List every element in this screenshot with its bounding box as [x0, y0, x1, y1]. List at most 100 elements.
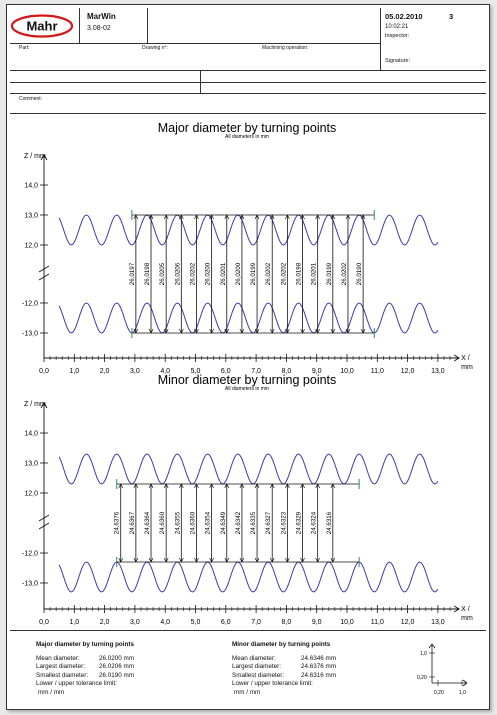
- minor-measure-arrow: [285, 483, 290, 489]
- minor-y-tick-label: 13,0: [24, 461, 38, 468]
- major-measure-arrow: [133, 214, 139, 220]
- major-measure-arrow: [315, 214, 320, 220]
- minor-measure-arrow: [224, 557, 230, 563]
- divider: [10, 82, 486, 83]
- minor-x-tick-label: 12,0: [401, 619, 415, 626]
- major-measure-arrow: [269, 328, 275, 334]
- minor-measure-arrow: [239, 483, 245, 489]
- major-diameter-value: 26,0201: [311, 262, 318, 285]
- minor-measure-arrow: [163, 557, 169, 563]
- divider: [10, 43, 380, 44]
- minor-measure-arrow: [194, 557, 199, 563]
- major-diameter-value: 26,0202: [341, 262, 348, 285]
- minor-measure-arrow: [133, 557, 139, 563]
- app-version: 3.08-02: [87, 25, 111, 32]
- minor-diameter-value: 24,6329: [296, 511, 303, 534]
- part-label: Part:: [19, 45, 30, 51]
- major-diameter-value: 26,0202: [189, 262, 196, 285]
- major-measure-arrow: [148, 328, 154, 334]
- minor-y-axis-label: Z / mm: [24, 401, 46, 408]
- minor-measure-arrow: [148, 557, 154, 563]
- major-x-axis-label-unit: mm: [461, 364, 473, 371]
- major-diameter-value: 26,0198: [144, 262, 151, 285]
- minor-tolerance-label: Lower / upper tolerance limit:: [232, 680, 313, 687]
- major-x-axis-arrow: [453, 354, 460, 362]
- divider: [147, 8, 148, 43]
- major-mean-label: Mean diameter:: [36, 655, 80, 662]
- minor-diameter-value: 24,6342: [235, 511, 242, 534]
- divider: [79, 8, 80, 43]
- major-measure-arrow: [194, 214, 199, 220]
- major-x-tick-label: 10,0: [340, 368, 354, 375]
- minor-diameter-value: 24,6327: [265, 511, 272, 534]
- major-tolerance-label: Lower / upper tolerance limit:: [36, 680, 117, 687]
- page-number: 3: [449, 12, 454, 21]
- major-smallest-value: 26.0190 mm: [99, 672, 135, 679]
- scale-y-mid: 0,20: [417, 675, 427, 681]
- minor-x-tick-label: 1,0: [69, 619, 79, 626]
- major-measure-arrow: [345, 328, 351, 334]
- minor-diameter-value: 24,6355: [174, 511, 181, 534]
- major-y-tick-label: 14,0: [24, 183, 38, 190]
- minor-diameter-value: 24,6376: [114, 511, 121, 534]
- minor-measure-arrow: [194, 483, 199, 489]
- major-diameter-value: 26,0201: [220, 262, 227, 285]
- major-diameter-value: 26,0206: [174, 262, 181, 285]
- minor-measure-arrow: [254, 557, 260, 563]
- major-y-tick-label: 12,0: [24, 243, 38, 250]
- minor-y-tick-label: 12,0: [24, 491, 38, 498]
- divider: [10, 70, 486, 71]
- minor-largest-label: Largest diameter:: [232, 663, 282, 670]
- minor-chart-subtitle: All diameters in mm: [225, 386, 269, 392]
- minor-diameter-value: 24,6354: [205, 511, 212, 534]
- major-diameter-value: 26,0202: [265, 262, 272, 285]
- major-measure-arrow: [360, 328, 366, 334]
- scale-y-top: 1,0: [420, 651, 427, 657]
- signature-label: Signature:: [385, 58, 411, 64]
- major-diameter-value: 26,0205: [159, 262, 166, 285]
- major-x-tick-label: 6,0: [221, 368, 231, 375]
- divider: [10, 630, 486, 631]
- minor-measure-arrow: [269, 557, 275, 563]
- major-y-axis-label: Z / mm: [24, 153, 46, 160]
- minor-measure-arrow: [269, 483, 275, 489]
- minor-measure-arrow: [148, 483, 154, 489]
- minor-x-tick-label: 8,0: [282, 619, 292, 626]
- major-measure-arrow: [209, 328, 214, 334]
- minor-smallest-value: 24.6316 mm: [301, 672, 337, 679]
- minor-x-tick-label: 6,0: [221, 619, 231, 626]
- major-x-tick-label: 3,0: [130, 368, 140, 375]
- minor-diameter-value: 24,6324: [311, 511, 318, 534]
- minor-measure-arrow: [315, 557, 320, 563]
- minor-axis-break: [38, 514, 50, 522]
- minor-smallest-label: Smallest diameter:: [232, 672, 285, 679]
- major-y-tick-label: -13,0: [22, 331, 38, 338]
- minor-measure-arrow: [209, 557, 214, 563]
- machining-label: Machining operation:: [262, 45, 309, 51]
- minor-measure-arrow: [179, 483, 184, 489]
- major-lower-profile: [58, 302, 439, 334]
- minor-x-tick-label: 11,0: [371, 619, 384, 626]
- major-x-tick-label: 8,0: [282, 368, 292, 375]
- minor-x-tick-label: 13,0: [431, 619, 445, 626]
- major-smallest-label: Smallest diameter:: [36, 672, 89, 679]
- report-sheet: Mahr MarWin 3.08-02 05.02.2010 3 10:02:2…: [6, 4, 490, 710]
- minor-summary-title: Minor diameter by turning points: [232, 641, 331, 648]
- minor-x-axis-label: X /: [461, 606, 470, 613]
- major-chart-subtitle: All diameters in mm: [225, 134, 269, 140]
- major-axis-break: [38, 265, 50, 273]
- major-y-tick-label: -12,0: [22, 301, 38, 308]
- major-diameter-value: 26,0199: [326, 262, 333, 285]
- minor-measure-arrow: [224, 483, 230, 489]
- minor-lower-profile: [58, 561, 439, 593]
- minor-x-tick-label: 3,0: [130, 619, 140, 626]
- major-measure-arrow: [330, 328, 336, 334]
- divider: [10, 93, 486, 94]
- major-measure-arrow: [194, 328, 199, 334]
- minor-measure-arrow: [179, 557, 184, 563]
- minor-mean-value: 24.6346 mm: [301, 655, 337, 662]
- major-largest-label: Largest diameter:: [36, 663, 86, 670]
- minor-largest-value: 24.6376 mm: [301, 663, 337, 670]
- major-diameter-value: 26,0197: [129, 262, 136, 285]
